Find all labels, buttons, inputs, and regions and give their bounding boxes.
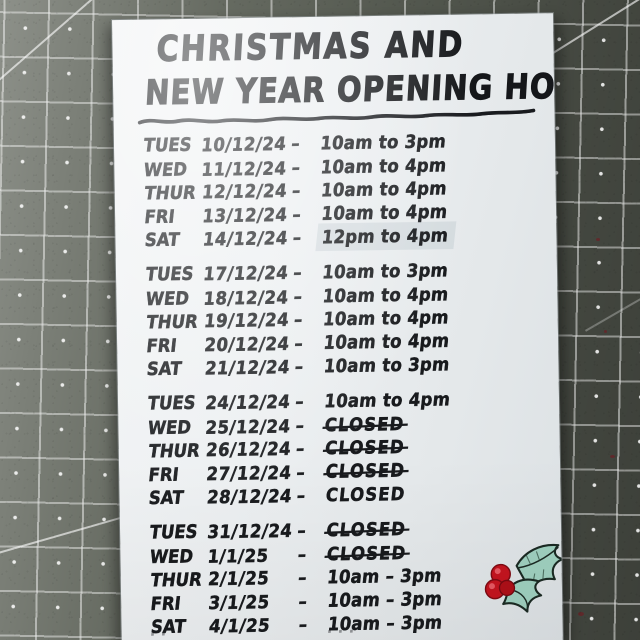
- mat-speck: [610, 455, 615, 458]
- row-time-closed: CLOSED: [324, 436, 406, 459]
- row-time: 10am to 4pm: [321, 283, 450, 307]
- row-time-closed: CLOSED: [324, 459, 407, 483]
- schedule-block: TUES 10/12/24 – 10am to 3pm WED 11/12/24…: [114, 131, 557, 256]
- schedule-block: TUES 24/12/24 – 10am to 4pm WED 25/12/24…: [118, 388, 561, 514]
- row-time: 10am – 3pm: [326, 587, 444, 612]
- row-time: 10am to 4pm: [320, 178, 449, 201]
- row-day: WED: [146, 416, 193, 439]
- row-time: 10am to 4pm: [322, 329, 451, 354]
- row-day: FRI: [145, 334, 178, 357]
- row-time: 10am to 3pm: [321, 259, 450, 283]
- mat-speck: [578, 612, 584, 616]
- row-day: WED: [148, 545, 195, 567]
- row-day: THUR: [147, 440, 202, 462]
- row-day: FRI: [147, 463, 180, 486]
- schedule-row: SAT 14/12/24 – 12pm to 4pm: [115, 225, 556, 256]
- row-day: FRI: [143, 205, 176, 228]
- holly-sprig-icon: [484, 543, 563, 613]
- row-day: SAT: [145, 358, 183, 380]
- row-time: 10am to 4pm: [323, 388, 452, 412]
- schedule-block: TUES 17/12/24 – 10am to 3pm WED 18/12/24…: [116, 260, 559, 385]
- row-time: 10am to 3pm: [319, 130, 448, 154]
- row-day: THUR: [145, 311, 200, 333]
- row-day: SAT: [143, 229, 181, 251]
- mat-speck: [596, 238, 600, 241]
- row-time: 10am to 3pm: [322, 354, 451, 378]
- row-day: WED: [142, 158, 189, 181]
- row-time-closed: CLOSED: [324, 483, 407, 507]
- row-day: TUES: [144, 262, 195, 286]
- schedule-row: SAT 28/12/24 – CLOSED: [119, 483, 560, 514]
- mat-speck: [604, 330, 607, 333]
- schedule-row: SAT 21/12/24 – 10am to 3pm: [117, 354, 558, 385]
- row-time: 10am to 4pm: [319, 154, 448, 178]
- row-day: WED: [144, 287, 191, 310]
- row-day: TUES: [146, 391, 197, 415]
- row-day: SAT: [147, 487, 185, 509]
- row-time-closed: CLOSED: [323, 413, 406, 436]
- row-day: TUES: [142, 133, 193, 157]
- row-time-closed: CLOSED: [325, 518, 408, 541]
- row-time-closed: CLOSED: [325, 542, 408, 565]
- row-day: TUES: [148, 520, 199, 544]
- title-underline-squiggle: [137, 108, 536, 125]
- row-day: FRI: [149, 592, 182, 615]
- notice-title: CHRISTMAS AND NEW YEAR OPENING HOURS: [142, 23, 562, 114]
- cut-off-left-fragment: · ·: [148, 625, 168, 640]
- row-day: THUR: [143, 182, 198, 205]
- row-time: 10am – 3pm: [326, 565, 443, 588]
- row-time: 12pm to 4pm: [320, 225, 450, 249]
- row-day: THUR: [149, 569, 204, 591]
- opening-hours-notice-paper: CHRISTMAS AND NEW YEAR OPENING HOURS TUE…: [112, 13, 563, 640]
- cut-off-right-fragment: · · ·: [325, 622, 356, 640]
- row-time: 10am to 4pm: [322, 306, 451, 330]
